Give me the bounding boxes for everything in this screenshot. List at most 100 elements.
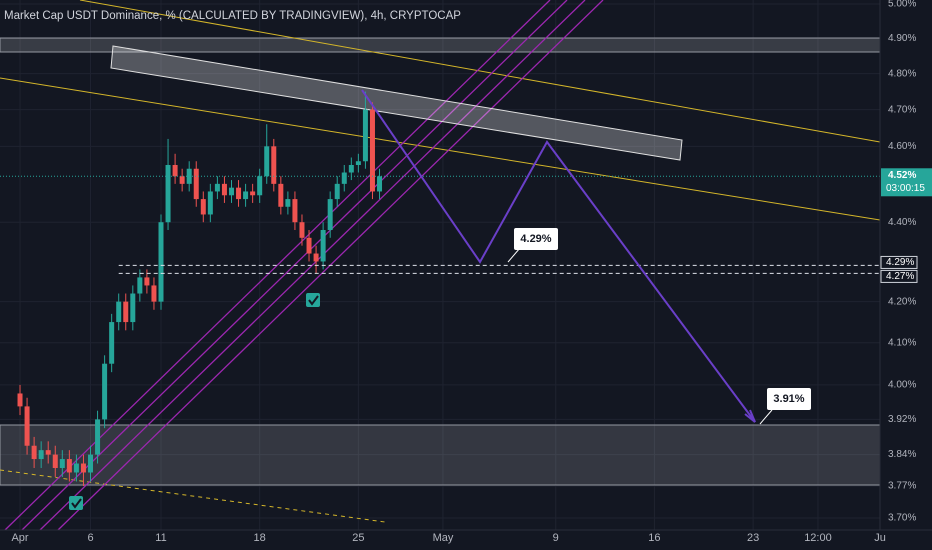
candle-body xyxy=(95,419,101,455)
y-tick-label: 4.60% xyxy=(888,141,916,152)
candle-body xyxy=(17,393,23,407)
candle-body xyxy=(144,277,150,286)
candle-body xyxy=(214,183,220,192)
last-price-label: 4.52% xyxy=(888,170,916,181)
chart-title: Market Cap USDT Dominance, % (CALCULATED… xyxy=(4,10,461,22)
projection-path xyxy=(361,89,756,423)
y-tick-label: 4.40% xyxy=(888,217,916,228)
check-icon xyxy=(69,496,83,510)
candle-body xyxy=(292,199,298,223)
candle-body xyxy=(250,191,256,196)
candle-body xyxy=(362,109,368,162)
price-level-tag xyxy=(880,269,918,283)
candle-body xyxy=(278,183,284,207)
support-zone xyxy=(0,424,881,486)
trend-line xyxy=(0,469,386,523)
trend-line xyxy=(79,0,881,143)
x-tick-label: 12:00 xyxy=(804,532,832,544)
candles xyxy=(0,91,880,487)
candle-body xyxy=(102,363,108,420)
callout-text: 4.29% xyxy=(520,233,551,245)
callout-pointer xyxy=(507,247,521,263)
candle-body xyxy=(207,191,213,215)
candle-body xyxy=(355,161,361,165)
candle-body xyxy=(243,191,249,200)
candle-body xyxy=(66,459,72,473)
x-tick-label: 18 xyxy=(254,532,266,544)
y-tick-label: 4.00% xyxy=(888,380,916,391)
candle-body xyxy=(306,237,312,254)
price-level-label: 4.27% xyxy=(886,271,914,282)
x-tick-label: 23 xyxy=(747,532,759,544)
candle-body xyxy=(285,199,291,207)
y-tick-label: 3.92% xyxy=(888,414,916,425)
candle-body xyxy=(236,187,242,200)
candle-body xyxy=(52,454,58,468)
candle-body xyxy=(130,293,136,323)
y-tick-label: 3.70% xyxy=(888,513,916,524)
price-level-tag xyxy=(880,255,918,269)
callout-pointer xyxy=(759,409,773,425)
candle-body xyxy=(45,450,51,455)
callout-box xyxy=(767,388,811,410)
candle-body xyxy=(271,146,277,184)
x-tick-label: 25 xyxy=(352,532,364,544)
trend-line xyxy=(0,77,881,221)
candle-body xyxy=(116,301,122,323)
candle-body xyxy=(257,176,263,196)
y-tick-label: 3.77% xyxy=(888,481,916,492)
x-tick-label: 16 xyxy=(648,532,660,544)
candle-body xyxy=(193,168,199,200)
x-tick-label: May xyxy=(433,532,454,544)
last-price-tag xyxy=(881,168,932,197)
candle-body xyxy=(200,199,206,215)
candle-body xyxy=(88,454,94,473)
candle-body xyxy=(334,183,340,200)
candle-body xyxy=(264,146,270,177)
x-tick-label: 9 xyxy=(553,532,559,544)
candle-body xyxy=(165,164,171,223)
candle-body xyxy=(158,222,164,302)
price-level-label: 4.29% xyxy=(886,257,914,268)
y-tick-label: 4.90% xyxy=(888,33,916,44)
candle-body xyxy=(38,450,44,460)
y-tick-label: 3.84% xyxy=(888,449,916,460)
candle-body xyxy=(327,199,333,230)
arrow-head xyxy=(744,409,756,423)
y-tick-label: 5.00% xyxy=(888,0,916,10)
candle-body xyxy=(80,463,86,473)
callout-text: 3.91% xyxy=(773,393,804,405)
candle-body xyxy=(320,229,326,262)
candle-body xyxy=(179,176,185,184)
candle-body xyxy=(341,172,347,184)
candle-body xyxy=(221,183,227,196)
candle-body xyxy=(348,164,354,173)
candle-body xyxy=(109,322,115,364)
candle-body xyxy=(24,406,30,446)
x-tick-label: 6 xyxy=(87,532,93,544)
candle-body xyxy=(369,109,375,192)
callout-box xyxy=(514,228,558,250)
candle-body xyxy=(299,222,305,238)
x-tick-label: Ju xyxy=(874,532,886,544)
candle-body xyxy=(137,277,143,294)
candle-body xyxy=(377,176,383,192)
candle-body xyxy=(73,463,79,473)
y-tick-label: 4.70% xyxy=(888,104,916,115)
candle-body xyxy=(228,187,234,196)
candle-body xyxy=(151,285,157,302)
sloped-zone xyxy=(110,45,683,161)
candle-body xyxy=(123,301,129,323)
axis-labels: 5.00% 4.90% 4.80% 4.70% 4.60% 4.40% 4.20% 4.10%… xyxy=(11,0,932,544)
countdown: 03:00:15 xyxy=(886,183,925,194)
y-tick-label: 4.20% xyxy=(888,296,916,307)
check-icon xyxy=(306,293,320,307)
candle-body xyxy=(172,164,178,177)
candle-body xyxy=(31,445,37,460)
candle-body xyxy=(59,459,65,468)
y-tick-label: 4.80% xyxy=(888,68,916,79)
y-tick-label: 4.10% xyxy=(888,337,916,348)
x-tick-label: Apr xyxy=(11,532,28,544)
